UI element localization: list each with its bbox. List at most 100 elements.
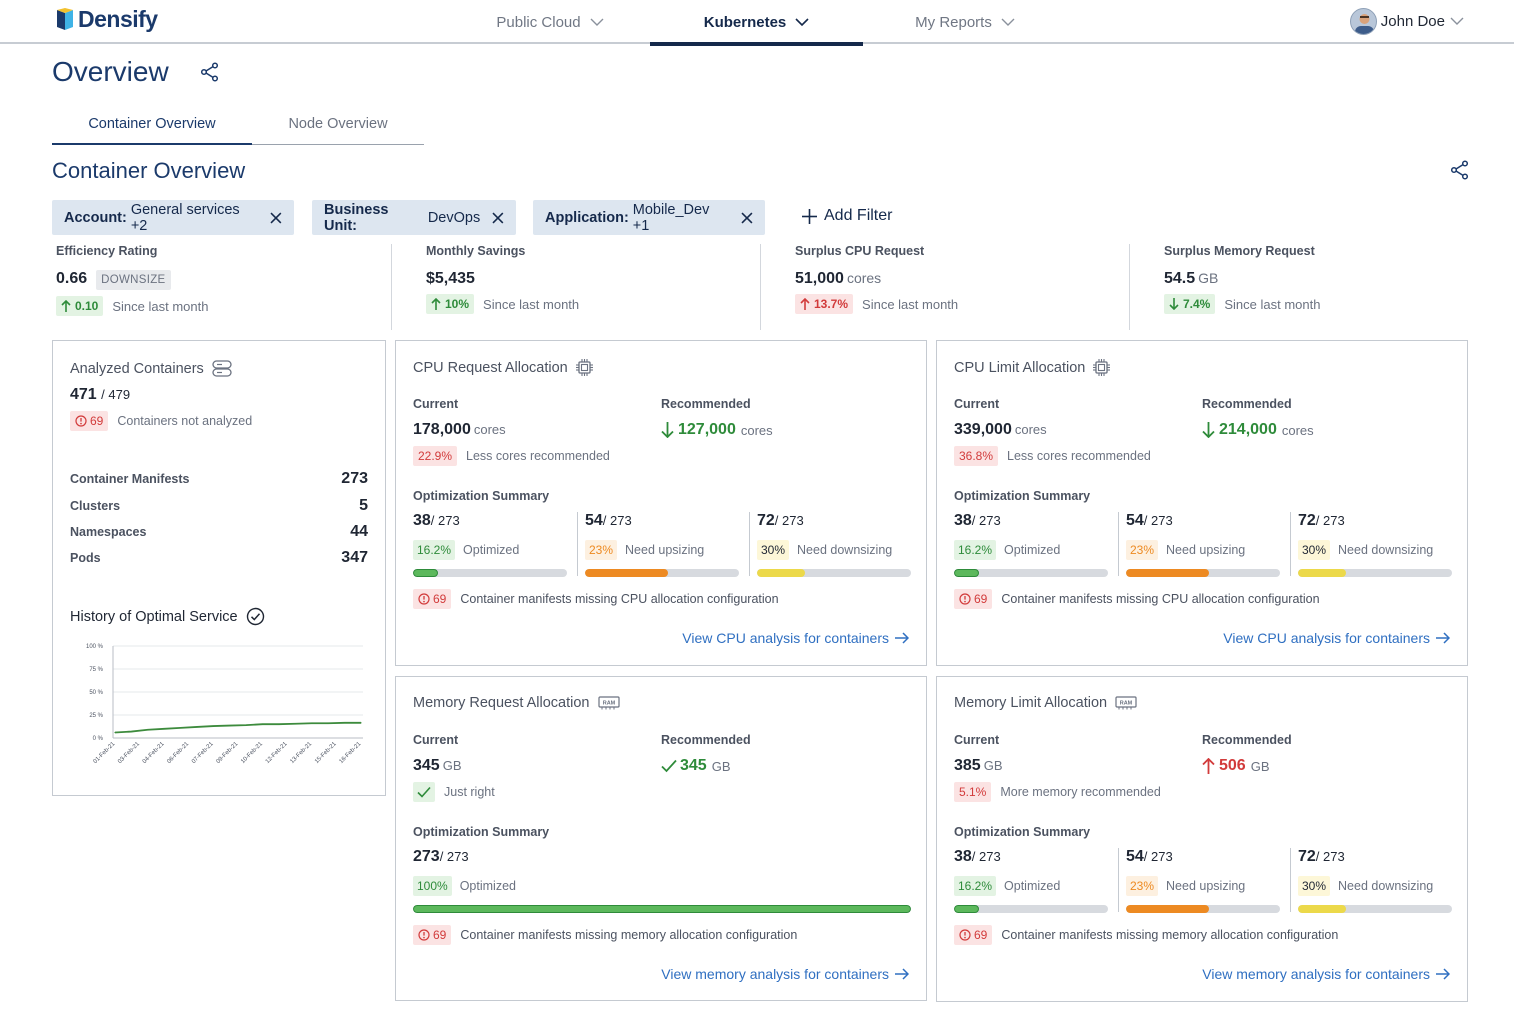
recommended-number: 506: [1219, 757, 1246, 774]
optimization-count-value: 72: [757, 512, 775, 529]
optimization-status: 23% Need upsizing: [1126, 876, 1280, 896]
progress-bar: [757, 569, 911, 577]
chart-point: [130, 730, 132, 733]
share-icon[interactable]: [1450, 160, 1470, 180]
optimization-summary-label: Optimization Summary: [954, 489, 1091, 503]
view-analysis-link[interactable]: View memory analysis for containers: [661, 966, 909, 982]
overview-tabs: Container Overview Node Overview: [52, 104, 424, 145]
progress-fill: [585, 569, 669, 577]
warning-badge: 69: [413, 925, 452, 945]
tab-container-overview[interactable]: Container Overview: [52, 104, 252, 145]
nav-my-reports[interactable]: My Reports: [885, 0, 1045, 44]
plus-icon: [802, 208, 817, 224]
kpi-since: Since last month: [862, 296, 959, 312]
add-filter-button[interactable]: Add Filter: [802, 207, 892, 225]
progress-fill: [1126, 905, 1210, 913]
kpi-card: Monthly Savings $5,435 10% Since last month: [426, 244, 746, 330]
close-icon[interactable]: [270, 212, 282, 224]
top-navigation: Densify Public Cloud Kubernetes My Repor…: [0, 0, 1514, 46]
card-title-text: Memory Request Allocation: [413, 695, 590, 711]
kpi-value: 54.5 GB: [1164, 270, 1484, 288]
arrow-right-icon: [895, 632, 909, 644]
filter-chip-account[interactable]: Account: General services +2: [52, 200, 294, 235]
optimization-column: 273/ 273 100% Optimized: [413, 848, 911, 913]
chart-x-tick: 16-Feb-21: [339, 741, 363, 765]
kpi-divider: [1129, 244, 1130, 330]
optimization-total: / 273: [1143, 849, 1173, 864]
progress-fill: [1298, 569, 1346, 577]
optimization-column: 54/ 273 23% Need upsizing: [1126, 512, 1280, 577]
column-divider: [1118, 848, 1119, 912]
history-title: History of Optimal Service: [70, 607, 265, 626]
optimization-percent: 23%: [1126, 876, 1159, 896]
section-title: Container Overview: [52, 158, 246, 183]
optimization-percent: 16.2%: [954, 876, 997, 896]
chart-point: [212, 725, 214, 727]
delta-badge: 5.1%: [954, 782, 992, 802]
optimization-count: 72/ 273: [757, 512, 911, 530]
recommended-label: Recommended: [1202, 397, 1292, 411]
check-icon: [417, 786, 431, 798]
kpi-card: Efficiency Rating 0.66 DOWNSIZE 0.10 Since l…: [56, 244, 376, 330]
kpi-title: Monthly Savings: [426, 244, 526, 258]
filter-chip-business-unit[interactable]: Business Unit: DevOps: [312, 200, 516, 235]
optimization-column: 72/ 273 30% Need downsizing: [757, 512, 911, 577]
view-analysis-link[interactable]: View memory analysis for containers: [1202, 966, 1450, 982]
optimization-status: 30% Need downsizing: [1298, 540, 1452, 560]
optimization-column: 54/ 273 23% Need upsizing: [1126, 848, 1280, 913]
optimization-label: Need downsizing: [797, 543, 893, 557]
optimization-total: / 273: [774, 513, 804, 528]
chart-point: [278, 723, 280, 725]
optimization-status: 23% Need upsizing: [585, 540, 739, 560]
optimization-count: 72/ 273: [1298, 512, 1452, 530]
optimization-percent: 16.2%: [954, 540, 997, 560]
densify-logo[interactable]: Densify: [55, 6, 158, 33]
progress-bar: [413, 905, 911, 913]
cpu-request-allocation-card: CPU Request Allocation Current 178,000 core…: [395, 340, 927, 666]
progress-bar: [585, 569, 739, 577]
filter-key: Account:: [64, 209, 127, 226]
recommended-number: 345: [680, 757, 707, 774]
share-icon[interactable]: [200, 62, 220, 82]
chevron-down-icon: [795, 17, 809, 26]
stat-row: Clusters 5: [70, 497, 368, 515]
view-analysis-link[interactable]: View CPU analysis for containers: [1223, 630, 1450, 646]
progress-fill: [1298, 905, 1346, 913]
card-title: Memory Request Allocation RAM: [413, 695, 620, 711]
svg-text:RAM: RAM: [602, 701, 615, 707]
warning-badge: 69: [954, 589, 993, 609]
optimization-label: Need upsizing: [625, 543, 705, 557]
kpi-value-number: 51,000: [795, 270, 844, 287]
delta-text: Less cores recommended: [1007, 449, 1151, 463]
chart-y-tick: 75 %: [89, 667, 103, 673]
missing-config-warning: 69 Container manifests missing CPU alloca…: [413, 589, 779, 609]
chart-point: [114, 731, 116, 734]
optimization-label: Need downsizing: [1338, 879, 1434, 893]
nav-public-cloud[interactable]: Public Cloud: [470, 0, 630, 44]
view-analysis-link[interactable]: View CPU analysis for containers: [682, 630, 909, 646]
optimization-count-value: 72: [1298, 512, 1316, 529]
avatar: [1349, 8, 1377, 35]
memory-limit-allocation-card: Memory Limit Allocation RAM Current 385 GB Re…: [936, 676, 1468, 1002]
analyzed-count: 471 / 479: [70, 386, 130, 404]
nav-kubernetes[interactable]: Kubernetes: [650, 0, 863, 46]
close-icon[interactable]: [492, 212, 504, 224]
kpi-change-value: 13.7%: [814, 297, 849, 311]
optimization-count-value: 273: [413, 848, 440, 865]
kpi-value-number: $5,435: [426, 270, 475, 287]
recommended-unit: GB: [711, 758, 731, 774]
kpi-change-value: 10%: [445, 297, 470, 311]
delta-badge: 36.8%: [954, 446, 999, 466]
column-divider: [749, 512, 750, 576]
progress-fill: [757, 569, 805, 577]
arrow-right-icon: [895, 968, 909, 980]
close-icon[interactable]: [741, 211, 753, 224]
kpi-since: Since last month: [1224, 296, 1321, 312]
user-menu[interactable]: John Doe: [1349, 8, 1464, 35]
chart-series-line: [114, 721, 361, 734]
view-analysis-label: View memory analysis for containers: [1202, 966, 1430, 982]
card-title-text: Memory Limit Allocation: [954, 695, 1108, 711]
filter-chip-application[interactable]: Application: Mobile_Dev +1: [533, 200, 765, 235]
filter-value: General services +2: [130, 201, 240, 234]
tab-node-overview[interactable]: Node Overview: [288, 116, 388, 132]
